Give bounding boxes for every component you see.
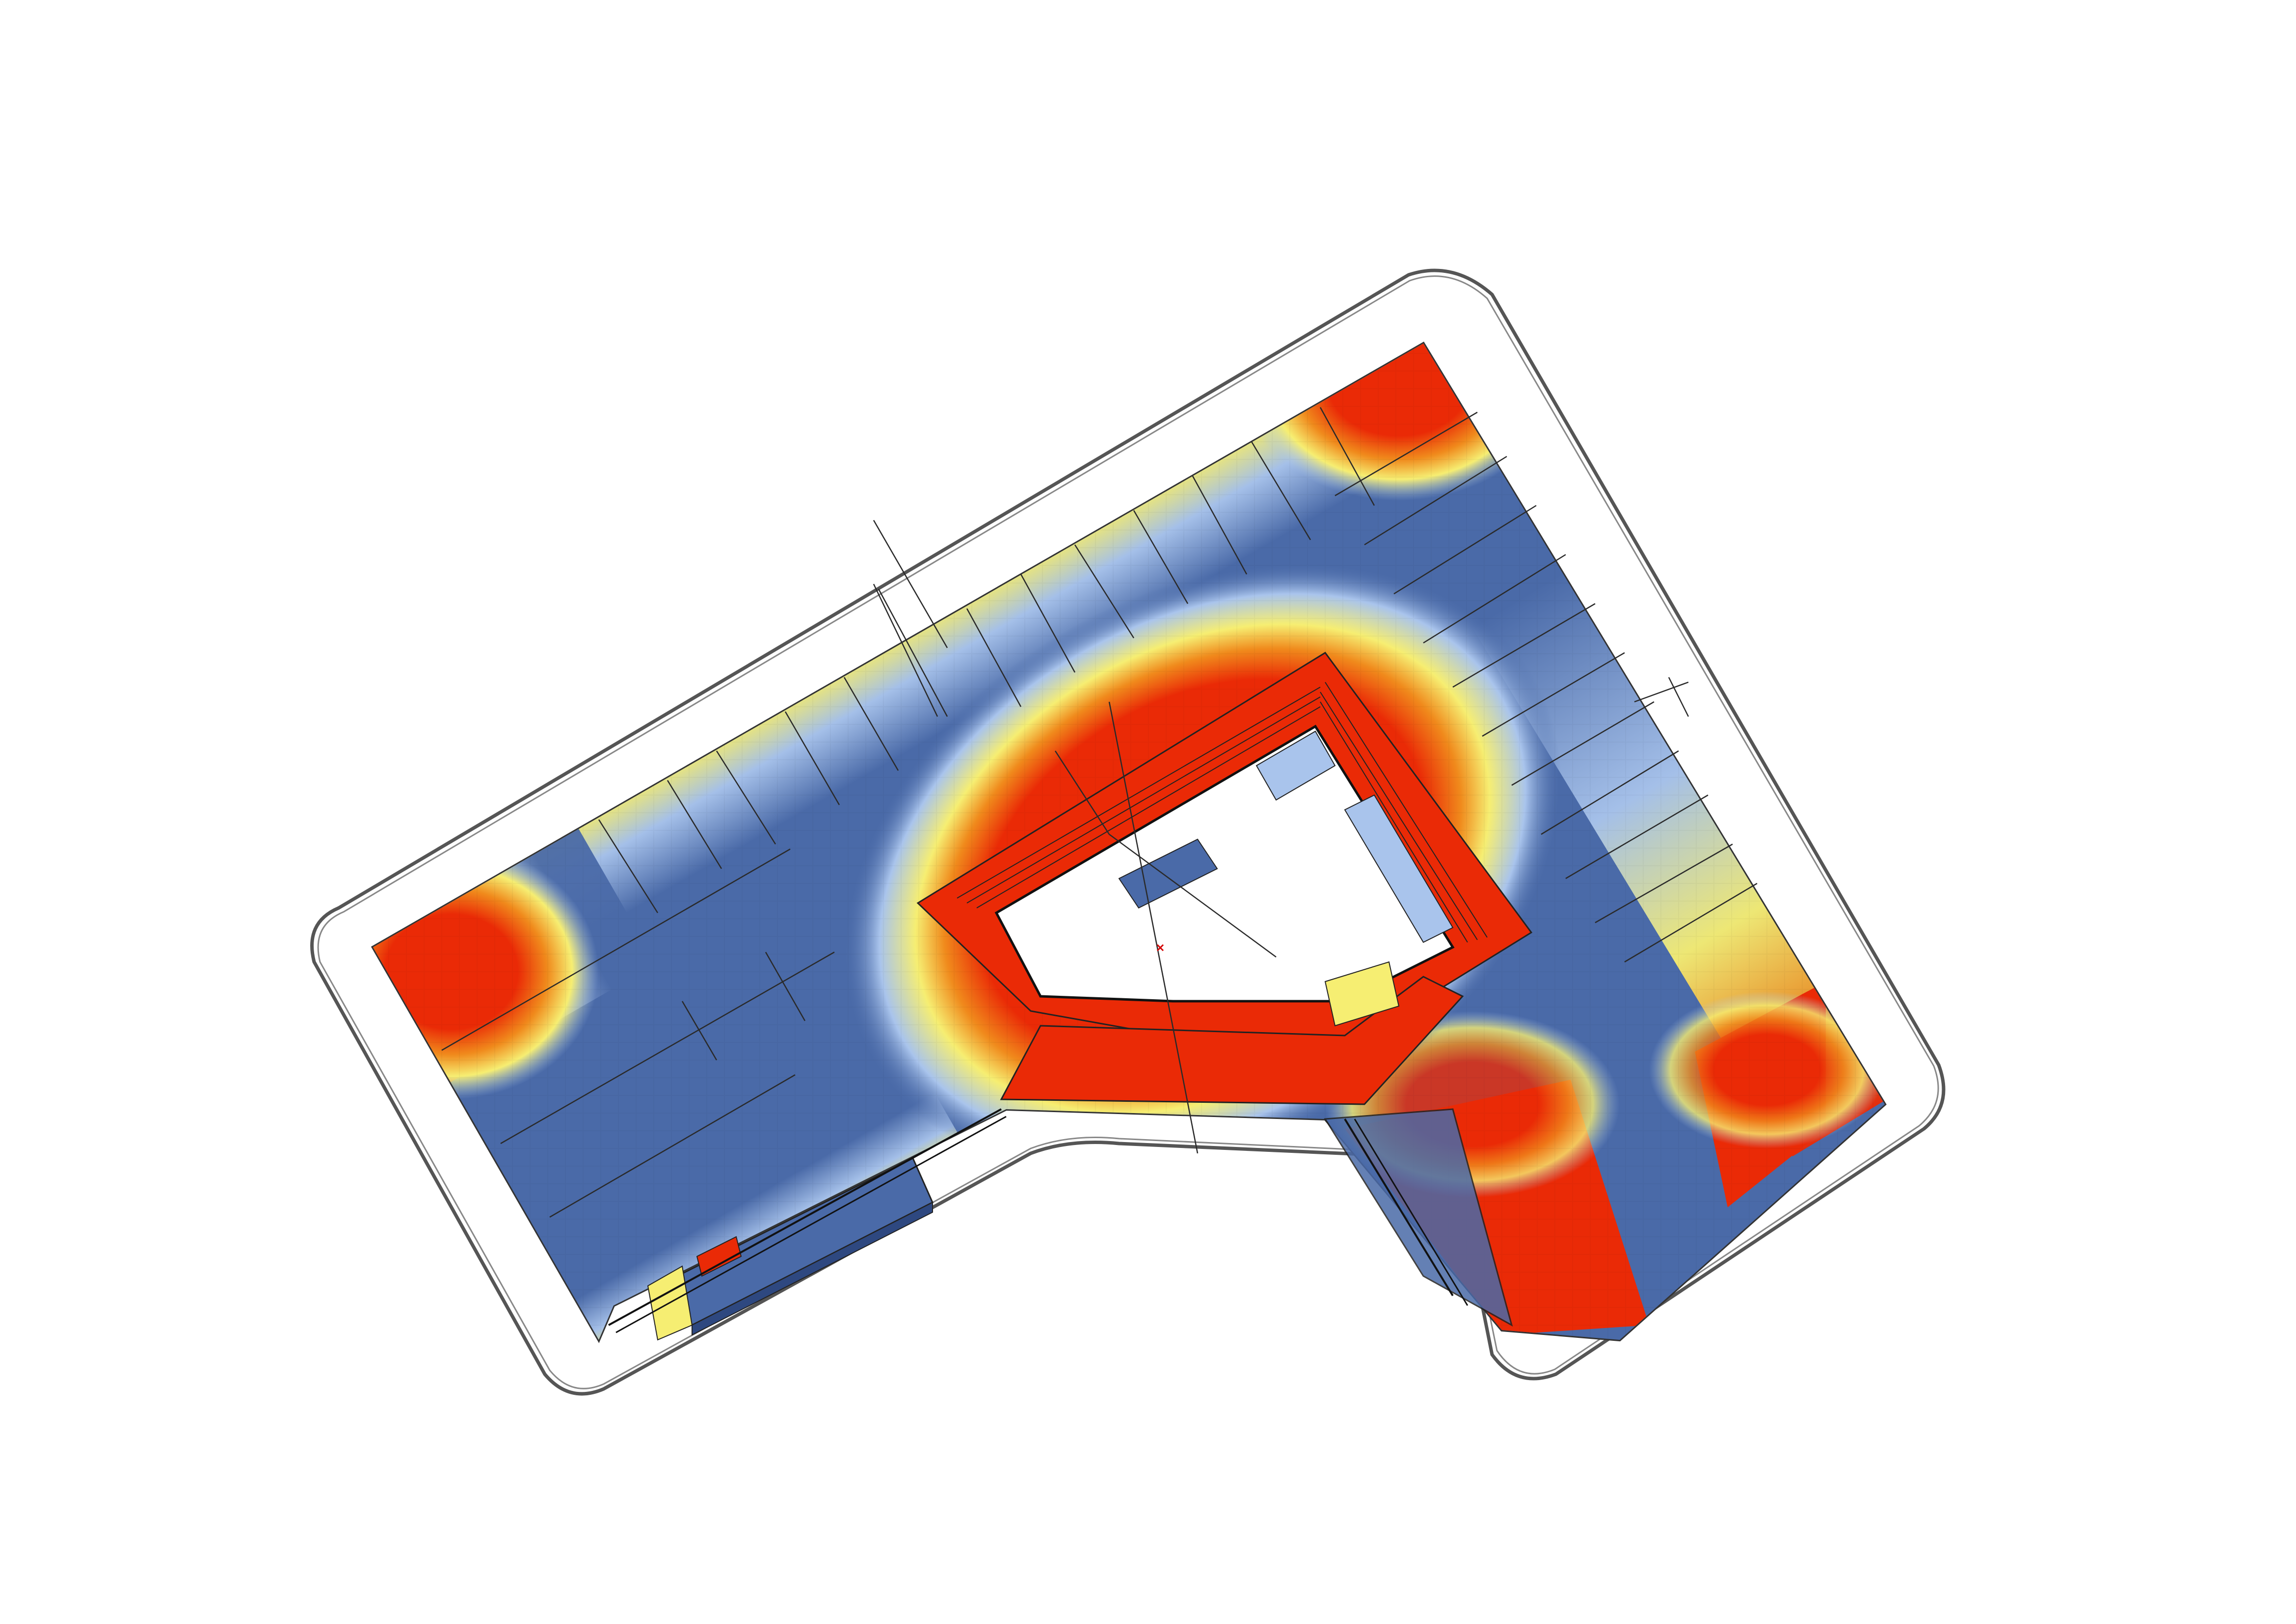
lower-annex [608,1108,1513,1341]
room-partitions [441,407,1758,1218]
courtyard-balconies [1118,730,1454,1027]
courtyard [916,652,1533,1105]
origin-marker [1156,944,1164,952]
